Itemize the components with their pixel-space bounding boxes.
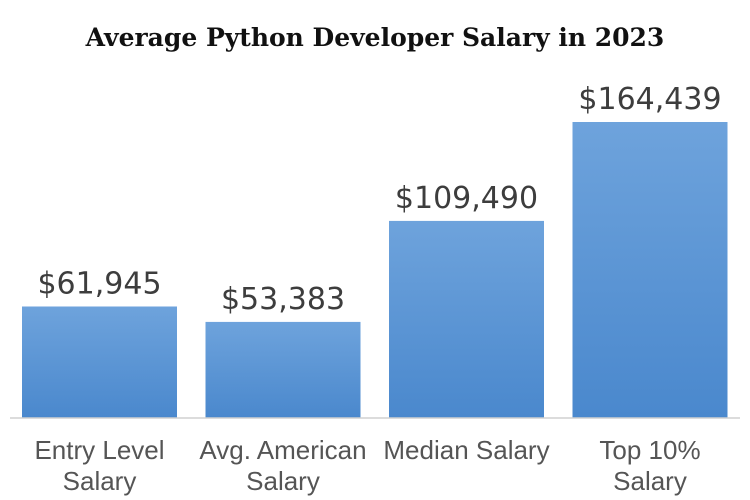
category-label-3: Median Salary: [383, 435, 549, 465]
category-label-4: Top 10% Salary: [599, 435, 700, 496]
category-label-1: Entry Level Salary: [34, 435, 164, 496]
bar-4: [572, 122, 728, 418]
bar-1: [22, 306, 177, 418]
labels-layer: $61,945 Entry Level Salary $53,383 Avg. Amer…: [34, 82, 721, 496]
bar-3: [389, 220, 544, 418]
value-label-1: $61,945: [37, 266, 161, 301]
bar-2: [205, 321, 361, 418]
bars-layer: [22, 122, 728, 418]
value-label-2: $53,383: [221, 282, 345, 317]
value-label-4: $164,439: [578, 82, 721, 117]
value-label-3: $109,490: [395, 181, 538, 216]
category-label-2: Avg. American Salary: [199, 435, 366, 496]
chart-title: Average Python Developer Salary in 2023: [85, 23, 665, 52]
